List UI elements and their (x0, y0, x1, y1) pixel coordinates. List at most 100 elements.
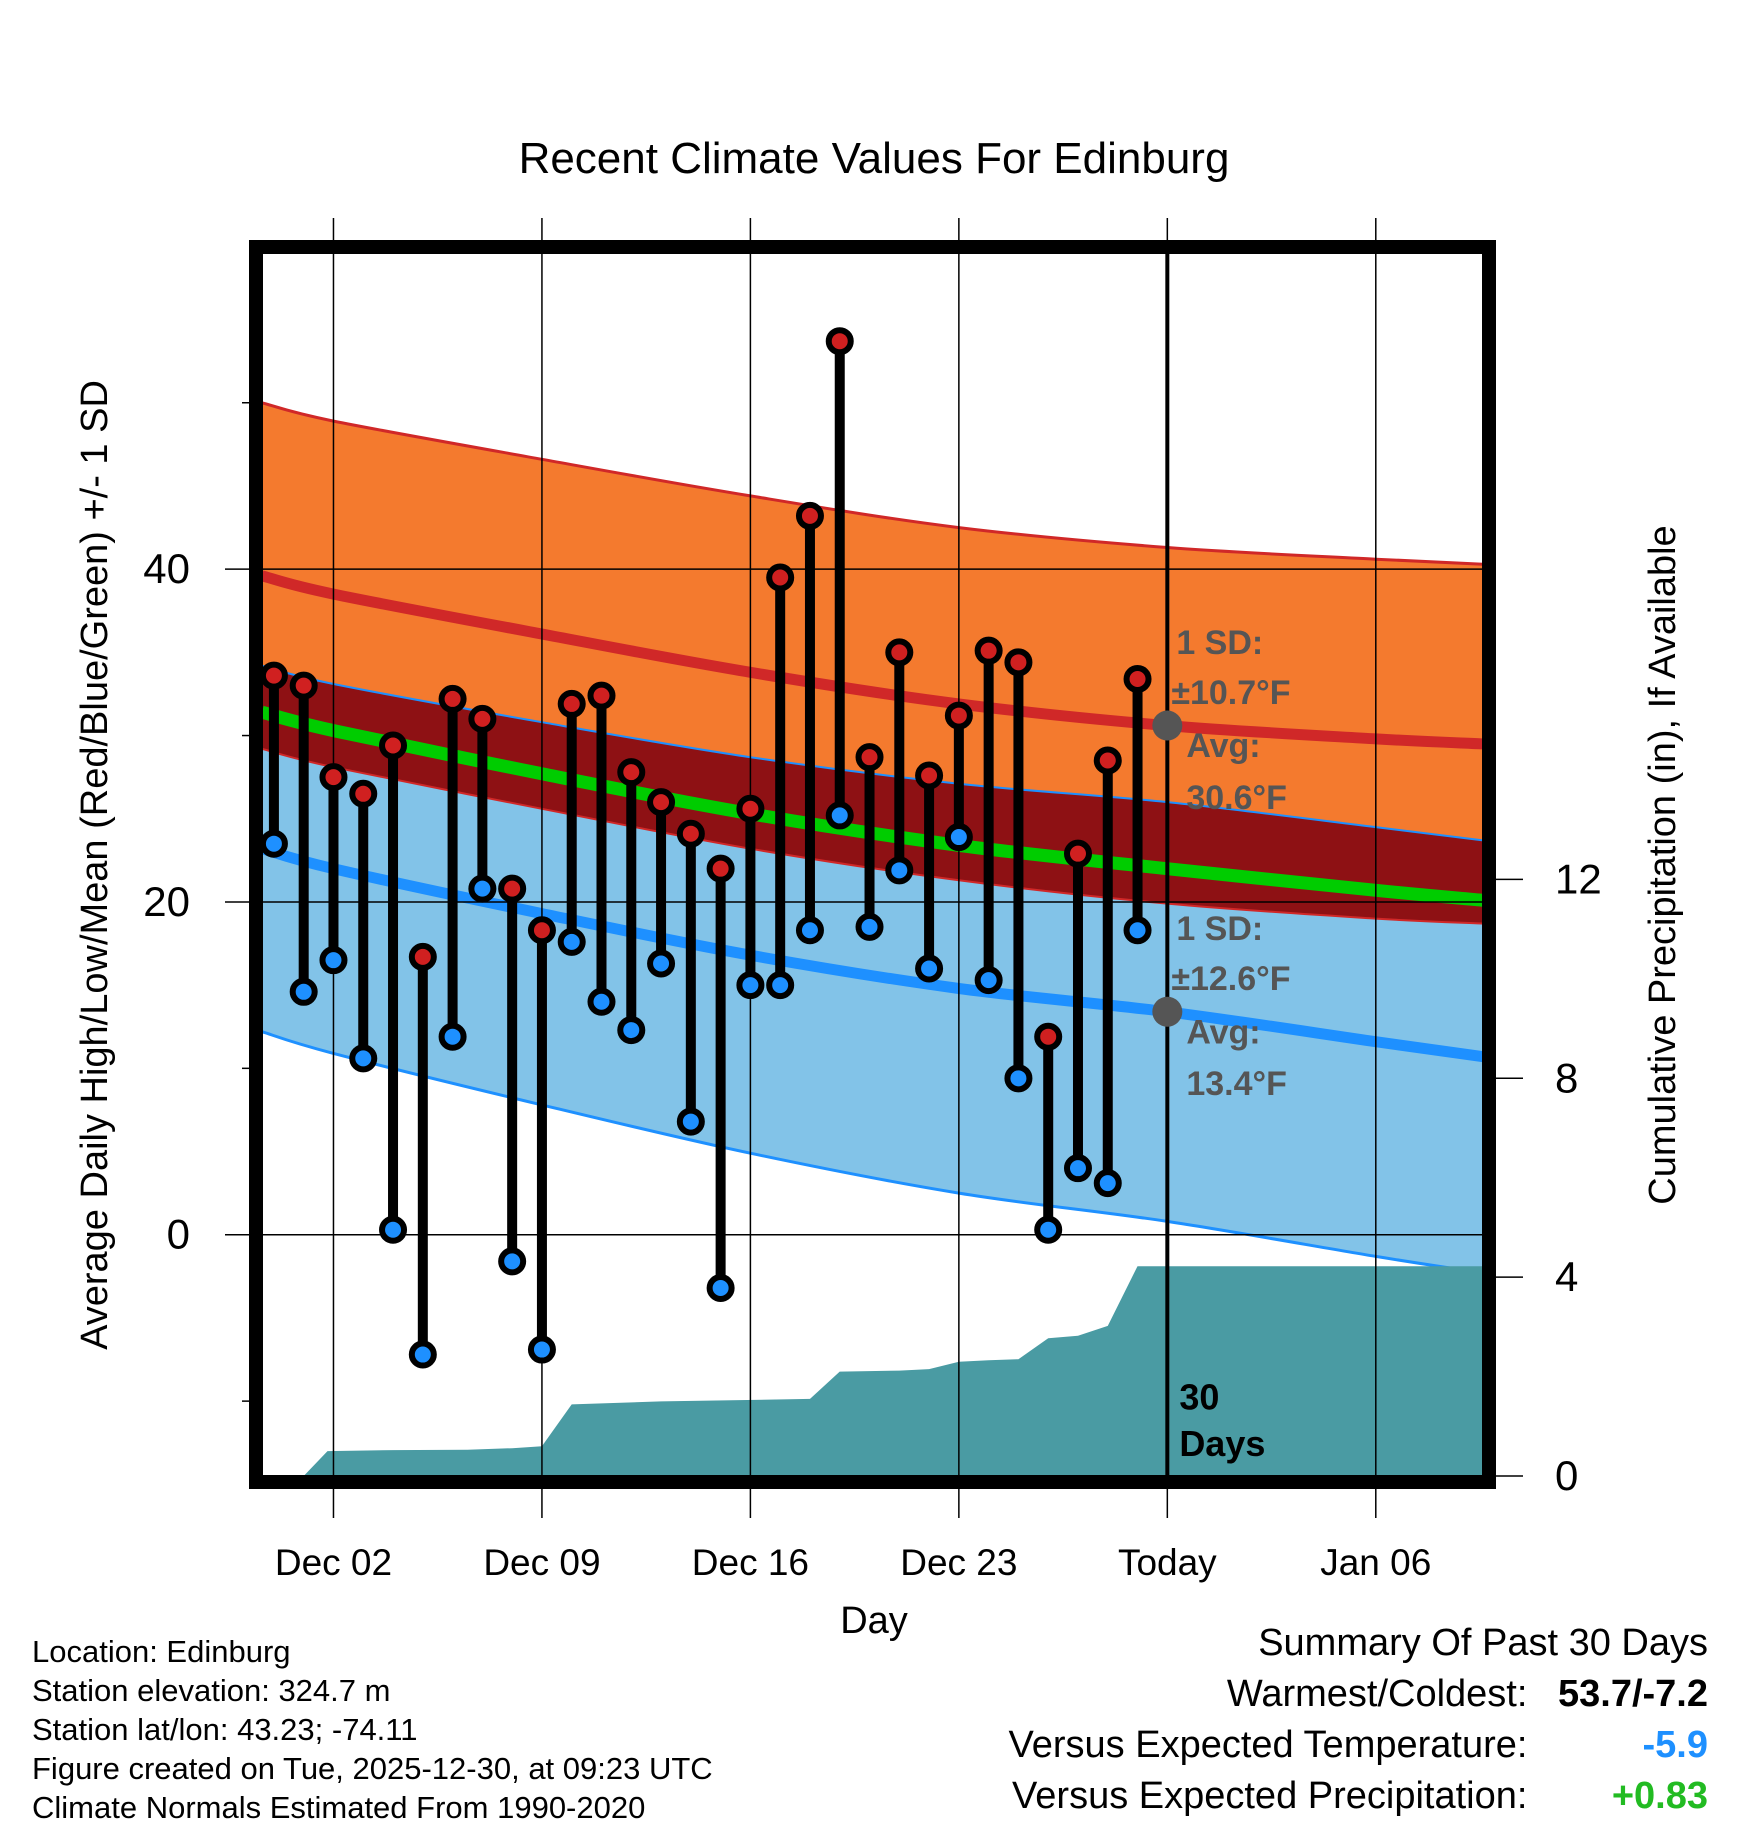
x-tick-label: Today (1118, 1542, 1217, 1583)
daily-low-point (408, 1340, 437, 1369)
low-sd-value: ±12.6°F (1171, 960, 1290, 998)
daily-high-point (262, 661, 288, 690)
daily-high-point (468, 704, 497, 733)
summary-heading: Summary Of Past 30 Days (1258, 1622, 1708, 1664)
location-text: Location: Edinburg (32, 1634, 291, 1669)
daily-high-point (527, 916, 556, 945)
days-number: 30 (1179, 1376, 1219, 1417)
y-tick-label: 40 (143, 545, 190, 592)
daily-low-point (438, 1022, 467, 1051)
normal-low-line (262, 843, 1483, 1063)
daily-low-point (379, 1215, 408, 1244)
plot-area: 1 SD: ±10.7°F Avg: 30.6°F 1 SD: ±12.6°F Avg: 13… (262, 253, 1483, 1476)
x-tick-label: Dec 16 (692, 1542, 809, 1583)
high-avg-label: Avg: (1186, 727, 1260, 765)
plot-frame (249, 240, 1496, 1489)
daily-low-point (915, 954, 944, 983)
precip-value: +0.83 (1611, 1775, 1708, 1817)
y2-tick-label: 0 (1555, 1452, 1578, 1499)
daily-high-point (825, 327, 854, 356)
daily-low-point (676, 1107, 705, 1136)
created-text: Figure created on Tue, 2025-12-30, at 09… (32, 1751, 713, 1786)
y-axis-label: Average Daily High/Low/Mean (Red/Blue/Gr… (74, 380, 116, 1350)
x-tick-label: Jan 06 (1320, 1542, 1431, 1583)
daily-high-point (1123, 664, 1152, 693)
normal-high-line (262, 570, 1483, 750)
summary-precip-row: Versus Expected Precipitation: +0.83 (1012, 1775, 1708, 1818)
daily-low-point (617, 1016, 646, 1045)
daily-high-point (766, 563, 795, 592)
precip-label: Versus Expected Precipitation: (1012, 1775, 1528, 1817)
chart-title: Recent Climate Values For Edinburg (519, 134, 1230, 183)
axes: Dec 02 Dec 09 Dec 16 Dec 23 Today Jan 0602040… (143, 218, 1602, 1583)
daily-high-point (795, 501, 824, 530)
daily-low-point (1004, 1064, 1033, 1093)
daily-high-point (736, 794, 765, 823)
daily-high-point (915, 761, 944, 790)
daily-high-point (587, 681, 616, 710)
daily-high-point (855, 743, 884, 772)
normals-text: Climate Normals Estimated From 1990-2020 (32, 1790, 646, 1825)
temp-label: Versus Expected Temperature: (1008, 1724, 1528, 1766)
daily-high-point (289, 671, 318, 700)
high-sd-value: ±10.7°F (1171, 674, 1290, 712)
daily-high-point (676, 819, 705, 848)
y-tick-label: 0 (167, 1211, 190, 1258)
plot-content: 1 SD: ±10.7°F Avg: 30.6°F 1 SD: ±12.6°F Avg: 13… (262, 253, 1483, 1476)
daily-low-point (1063, 1154, 1092, 1183)
daily-low-point (289, 977, 318, 1006)
warm-cold-label: Warmest/Coldest: (1226, 1673, 1528, 1715)
high-avg-marker (1152, 710, 1183, 741)
daily-high-point (349, 779, 378, 808)
daily-low-point (885, 856, 914, 885)
daily-low-point (855, 912, 884, 941)
daily-low-point (319, 946, 348, 975)
low-avg-label: Avg: (1186, 1013, 1260, 1051)
summary-temp-row: Versus Expected Temperature: -5.9 (1009, 1724, 1708, 1767)
daily-high-point (706, 854, 735, 883)
daily-low-point (557, 927, 586, 956)
temp-value: -5.9 (1642, 1724, 1708, 1766)
y2-tick-label: 8 (1555, 1054, 1578, 1101)
daily-high-point (1093, 746, 1122, 775)
daily-high-point (379, 731, 408, 760)
daily-low-point (825, 801, 854, 830)
high-upper-sd-line (262, 401, 1483, 566)
daily-low-point (974, 966, 1003, 995)
daily-low-point (944, 823, 973, 852)
daily-low-point (706, 1273, 735, 1302)
daily-low-point (1123, 916, 1152, 945)
daily-high-point (498, 874, 527, 903)
daily-low-point (736, 971, 765, 1000)
y-tick-label: 20 (143, 878, 190, 925)
x-axis-label: Day (840, 1600, 908, 1642)
x-tick-label: Dec 02 (275, 1542, 392, 1583)
daily-low-point (468, 874, 497, 903)
daily-low-point (795, 916, 824, 945)
low-lower-sd-line (262, 1030, 1483, 1275)
daily-high-point (944, 701, 973, 730)
daily-high-point (438, 684, 467, 713)
x-tick-label: Dec 23 (900, 1542, 1017, 1583)
x-tick-label: Dec 09 (483, 1542, 600, 1583)
daily-high-point (408, 942, 437, 971)
daily-low-point (1093, 1169, 1122, 1198)
low-avg-marker (1152, 996, 1183, 1027)
daily-high-point (647, 788, 676, 817)
daily-low-point (527, 1335, 556, 1364)
daily-high-point (1034, 1022, 1063, 1051)
high-avg-value: 30.6°F (1186, 779, 1287, 817)
daily-low-point (766, 971, 795, 1000)
daily-high-point (319, 763, 348, 792)
y2-tick-label: 12 (1555, 855, 1602, 902)
y2-tick-label: 4 (1555, 1253, 1578, 1300)
daily-high-point (974, 636, 1003, 665)
daily-low-point (262, 829, 288, 858)
latlon-text: Station lat/lon: 43.23; -74.11 (32, 1712, 418, 1747)
y2-axis-label: Cumulative Precipitation (in), If Availa… (1642, 525, 1684, 1204)
low-avg-value: 13.4°F (1186, 1065, 1287, 1103)
summary-warm-cold-row: Warmest/Coldest: 53.7/-7.2 (1227, 1673, 1708, 1716)
daily-high-point (617, 758, 646, 787)
daily-low-point (587, 987, 616, 1016)
